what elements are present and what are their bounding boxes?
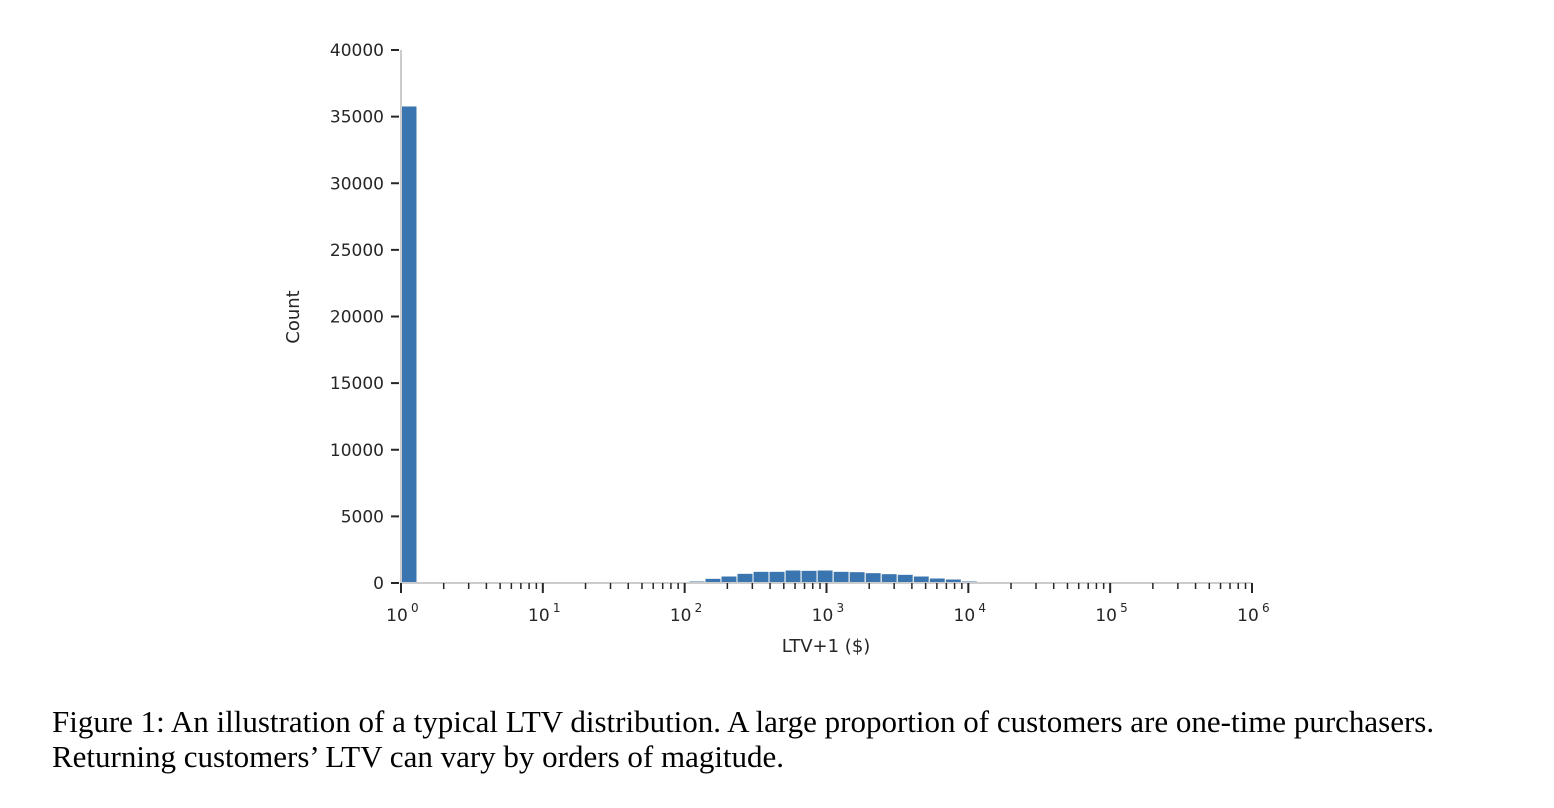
x-tick-exponent: 0	[411, 601, 419, 615]
histogram-bar	[864, 572, 882, 584]
histogram-bar	[848, 571, 866, 584]
histogram-bar	[784, 569, 802, 584]
histogram-bar	[768, 570, 786, 584]
x-tick-label: 10	[812, 606, 834, 626]
x-tick-label: 10	[528, 606, 550, 626]
y-tick-label: 40000	[330, 41, 384, 61]
x-tick-exponent: 3	[837, 601, 845, 615]
y-tick-label: 20000	[330, 308, 384, 328]
histogram-bar	[912, 575, 930, 584]
histogram-bar	[816, 569, 834, 584]
y-tick-label: 0	[373, 574, 384, 594]
axes: 0 5000 10000 15000 20000 25000 30000 35000 40000…	[330, 41, 1270, 626]
y-tick-label: 30000	[330, 174, 384, 194]
bars	[400, 105, 1010, 584]
y-tick-label: 35000	[330, 108, 384, 128]
x-tick-exponent: 1	[553, 601, 561, 615]
x-tick-exponent: 2	[695, 601, 703, 615]
x-tick-label: 10	[386, 606, 408, 626]
ltv-histogram: 0 5000 10000 15000 20000 25000 30000 35000 40000…	[283, 41, 1270, 657]
x-tick-label: 10	[1237, 606, 1259, 626]
histogram-bar	[720, 575, 738, 584]
x-tick-label: 10	[670, 606, 692, 626]
y-tick-label: 10000	[330, 441, 384, 461]
histogram-bar	[752, 570, 770, 584]
x-tick-exponent: 6	[1262, 601, 1270, 615]
x-tick-label: 10	[954, 606, 976, 626]
y-axis-label: Count	[283, 290, 304, 343]
histogram-bar	[896, 573, 914, 584]
figure-caption: Figure 1: An illustration of a typical L…	[52, 704, 1435, 774]
y-tick-label: 25000	[330, 241, 384, 261]
x-tick-label: 10	[1095, 606, 1117, 626]
histogram-bar	[832, 570, 850, 584]
histogram-bar	[880, 573, 898, 584]
x-tick-exponent: 4	[978, 601, 986, 615]
histogram-bar	[400, 105, 418, 584]
y-tick-label: 5000	[341, 507, 384, 527]
x-tick-exponent: 5	[1120, 601, 1128, 615]
histogram-bar	[800, 569, 818, 584]
histogram-bar	[736, 572, 754, 584]
x-axis-label: LTV+1 ($)	[782, 636, 871, 657]
y-tick-label: 15000	[330, 374, 384, 394]
